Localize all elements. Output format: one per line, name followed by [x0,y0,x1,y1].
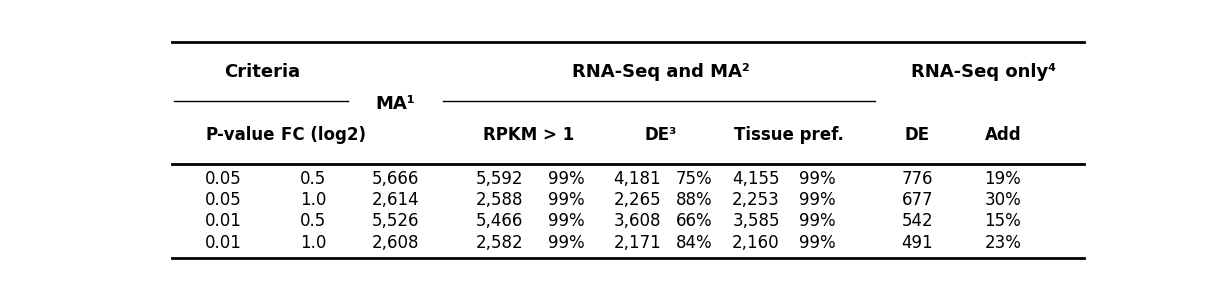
Text: 2,614: 2,614 [371,191,419,209]
Text: 99%: 99% [800,212,835,230]
Text: 88%: 88% [676,191,713,209]
Text: 75%: 75% [676,170,713,188]
Text: 99%: 99% [548,191,584,209]
Text: 2,265: 2,265 [614,191,662,209]
Text: 0.05: 0.05 [206,191,243,209]
Text: 99%: 99% [548,212,584,230]
Text: 491: 491 [902,234,933,252]
Text: 0.05: 0.05 [206,170,243,188]
Text: 5,592: 5,592 [475,170,523,188]
Text: 0.01: 0.01 [206,212,243,230]
Text: 4,181: 4,181 [614,170,662,188]
Text: 84%: 84% [676,234,713,252]
Text: 99%: 99% [548,234,584,252]
Text: Criteria: Criteria [224,63,300,81]
Text: 19%: 19% [985,170,1022,188]
Text: 776: 776 [902,170,933,188]
Text: 0.5: 0.5 [300,212,327,230]
Text: 15%: 15% [985,212,1022,230]
Text: 542: 542 [902,212,933,230]
Text: 99%: 99% [800,234,835,252]
Text: 3,608: 3,608 [614,212,662,230]
Text: 677: 677 [902,191,933,209]
Text: 0.5: 0.5 [300,170,327,188]
Text: 2,588: 2,588 [475,191,523,209]
Text: 5,666: 5,666 [371,170,419,188]
Text: 1.0: 1.0 [300,191,327,209]
Text: 2,171: 2,171 [614,234,662,252]
Text: P-value: P-value [206,126,274,144]
Text: 0.01: 0.01 [206,234,243,252]
Text: 3,585: 3,585 [733,212,780,230]
Text: RNA-Seq only⁴: RNA-Seq only⁴ [911,63,1056,81]
Text: 2,160: 2,160 [733,234,780,252]
Text: 2,253: 2,253 [733,191,780,209]
Text: Tissue pref.: Tissue pref. [734,126,844,144]
Text: MA¹: MA¹ [375,95,415,113]
Text: 5,466: 5,466 [477,212,523,230]
Text: 2,608: 2,608 [371,234,419,252]
Text: DE: DE [905,126,930,144]
Text: RPKM > 1: RPKM > 1 [483,126,573,144]
Text: 99%: 99% [800,170,835,188]
Text: 99%: 99% [800,191,835,209]
Text: 99%: 99% [548,170,584,188]
Text: 5,526: 5,526 [371,212,419,230]
Text: RNA-Seq and MA²: RNA-Seq and MA² [572,63,750,81]
Text: FC (log2): FC (log2) [282,126,366,144]
Text: 4,155: 4,155 [733,170,780,188]
Text: 23%: 23% [985,234,1022,252]
Text: 66%: 66% [676,212,713,230]
Text: 30%: 30% [985,191,1022,209]
Text: 1.0: 1.0 [300,234,327,252]
Text: DE³: DE³ [644,126,677,144]
Text: Add: Add [985,126,1022,144]
Text: 2,582: 2,582 [475,234,523,252]
